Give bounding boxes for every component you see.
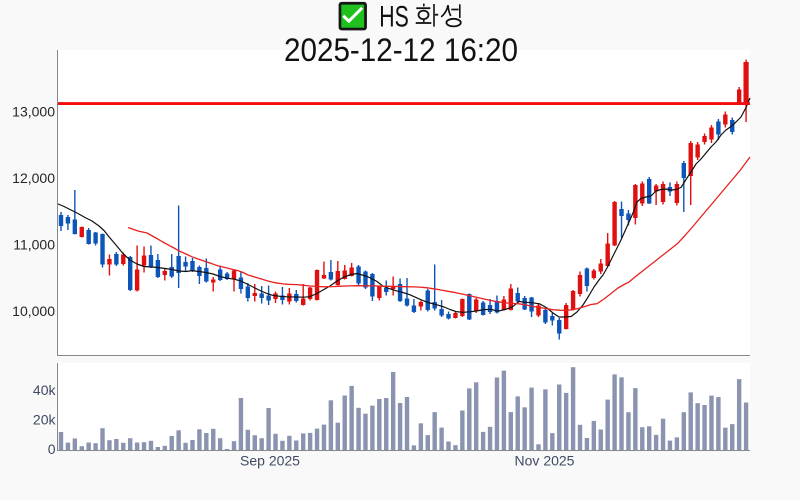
svg-text:11,000: 11,000	[13, 237, 55, 253]
svg-text:HS: HS	[379, 0, 409, 33]
svg-text:12,000: 12,000	[12, 170, 55, 186]
svg-text:20k: 20k	[33, 412, 57, 428]
svg-text:2025-12-12 16:20: 2025-12-12 16:20	[284, 32, 518, 68]
svg-text:Nov 2025: Nov 2025	[515, 452, 575, 468]
svg-text:0: 0	[48, 441, 56, 457]
svg-text:Sep 2025: Sep 2025	[240, 452, 300, 468]
svg-text:10,000: 10,000	[12, 303, 55, 319]
svg-text:13,000: 13,000	[12, 104, 55, 120]
svg-text:40k: 40k	[33, 382, 57, 398]
